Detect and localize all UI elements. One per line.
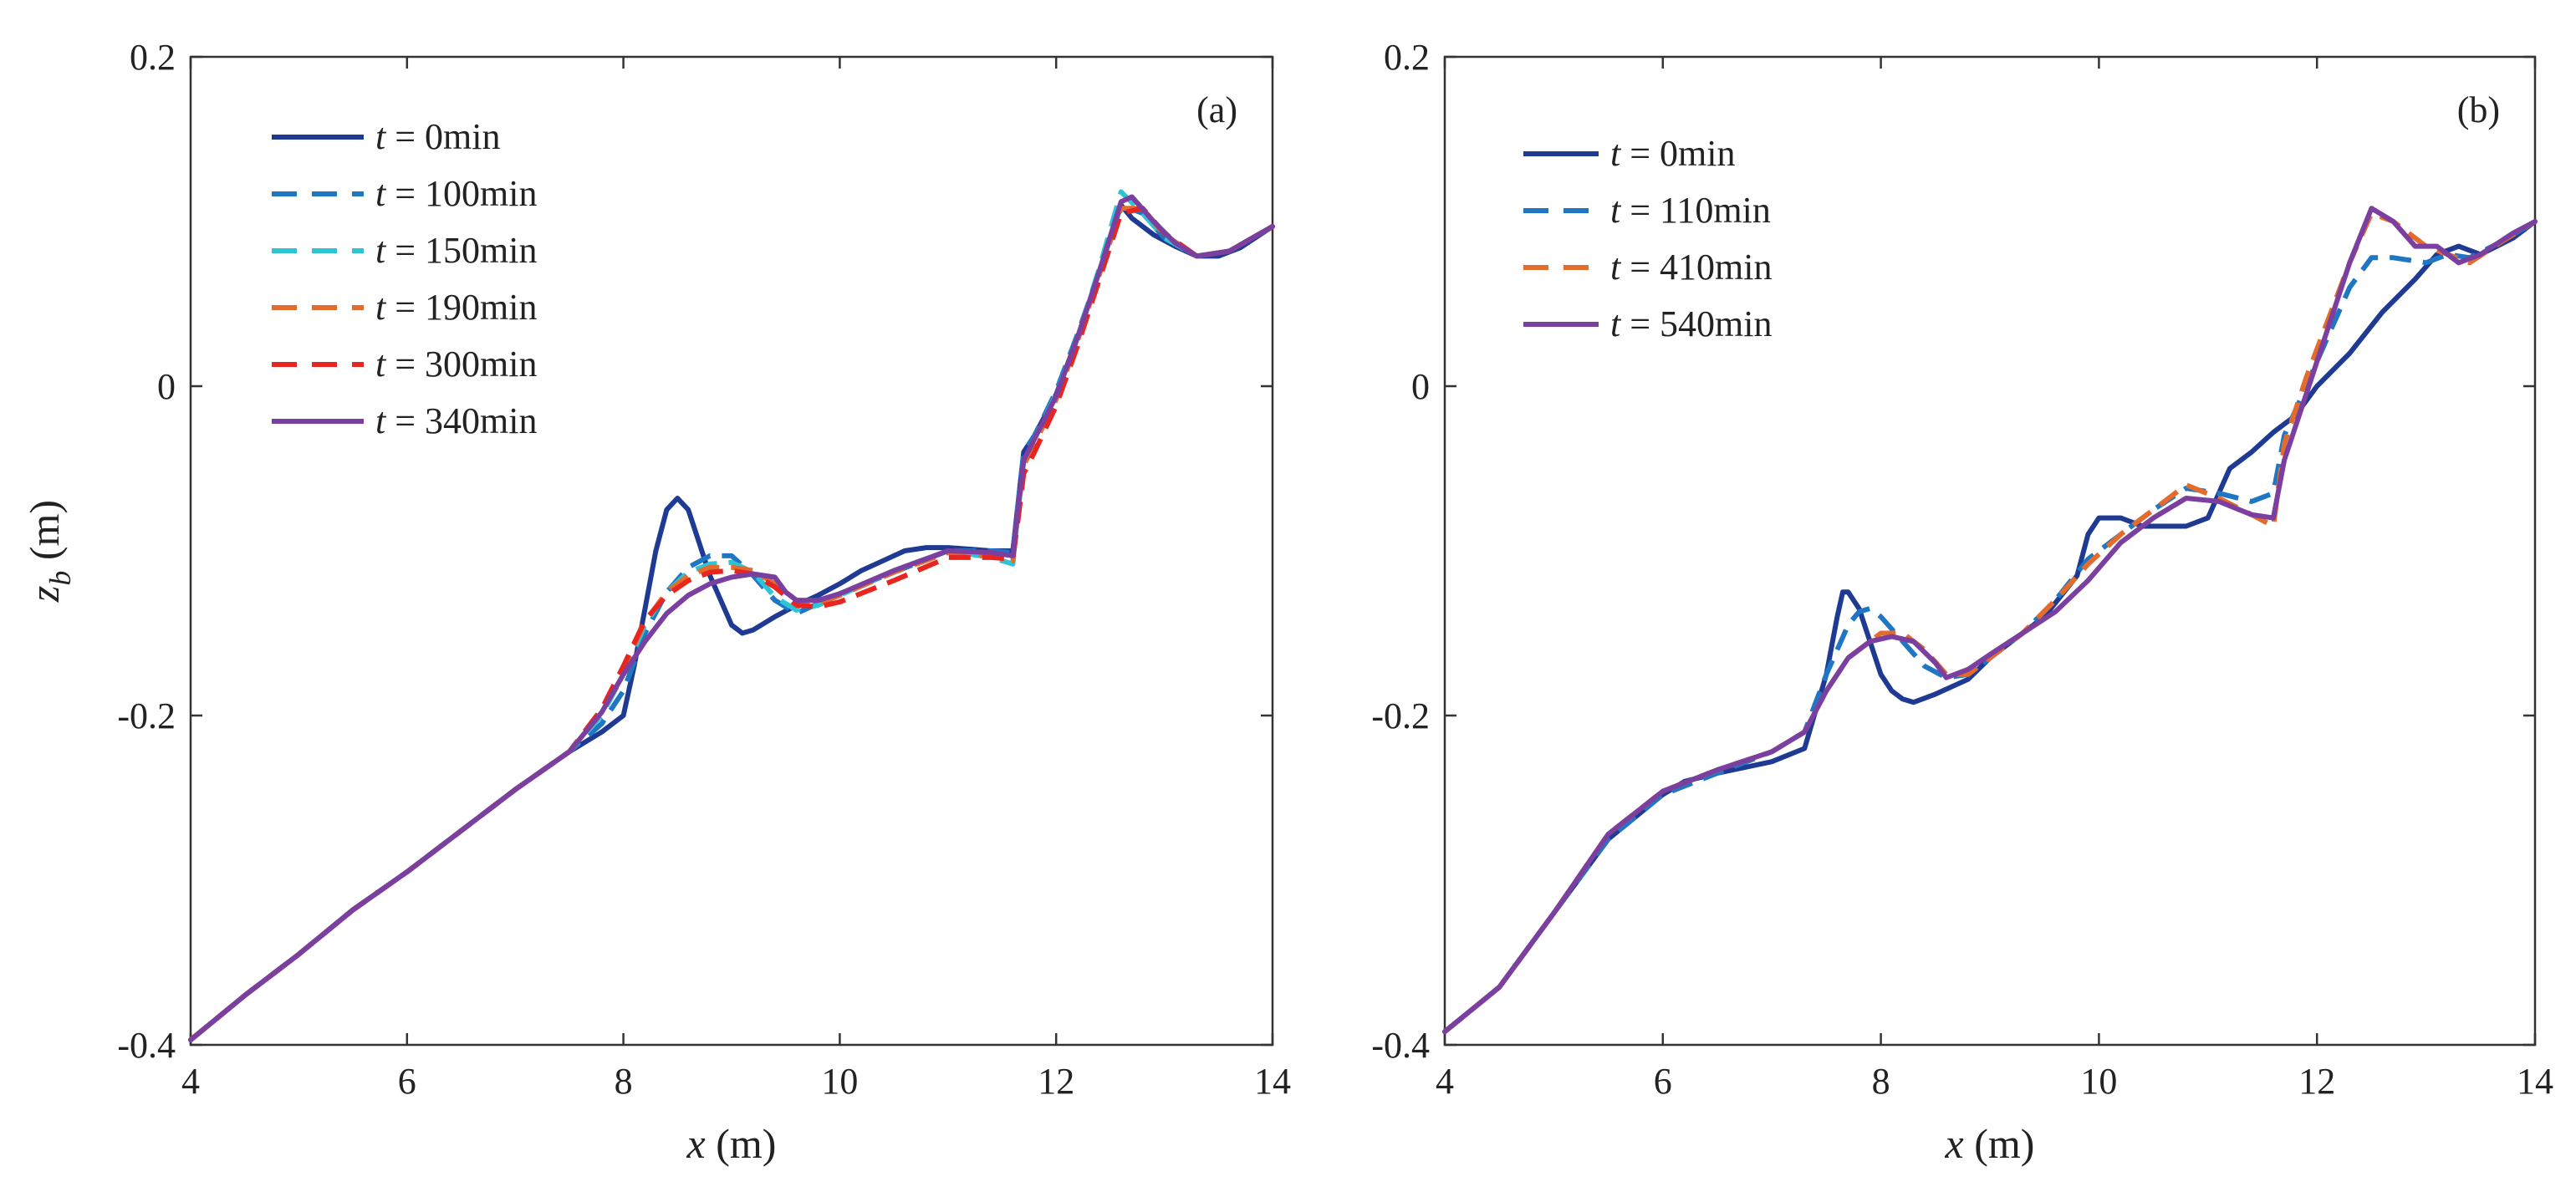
x-tick-label: 12 (1038, 1061, 1074, 1102)
series-line-0 (1442, 219, 2538, 1035)
legend-entry: t = 0min (375, 116, 501, 157)
y-tick-label: -0.4 (1371, 1025, 1430, 1066)
x-axis-label: x (m) (1945, 1120, 2035, 1167)
x-tick-label: 14 (2517, 1061, 2553, 1102)
legend-var: t (1610, 190, 1622, 231)
legend-var: t (375, 287, 387, 328)
x-tick-label: 12 (2298, 1061, 2335, 1102)
x-tick-label: 14 (1254, 1061, 1291, 1102)
x-axis-var: x (686, 1120, 706, 1167)
legend-var: t (375, 230, 387, 271)
legend-entry: t = 0min (1610, 133, 1736, 174)
legend-value: = 410min (1620, 247, 1772, 288)
legend-value: = 540min (1620, 303, 1772, 344)
y-axis-var: z (21, 586, 68, 603)
y-tick-label: 0.2 (130, 37, 176, 78)
y-axis-unit: (m) (21, 500, 68, 571)
y-tick-label: 0.2 (1384, 37, 1430, 78)
series-line-2 (1443, 211, 2537, 1034)
y-tick-label: -0.2 (117, 695, 176, 736)
legend-var: t (375, 116, 387, 157)
legend-value: = 100min (385, 173, 537, 214)
series-line-5 (188, 194, 1275, 1043)
x-axis-label: x (m) (686, 1120, 777, 1167)
legend-value: = 340min (385, 400, 537, 441)
x-tick-label: 4 (1436, 1061, 1454, 1102)
legend-entry: t = 300min (375, 344, 538, 385)
x-tick-label: 6 (1654, 1061, 1672, 1102)
legend-value: = 110min (1620, 190, 1771, 231)
x-axis-unit: (m) (1964, 1120, 2035, 1167)
legend-entry: t = 100min (375, 173, 538, 214)
plot-frame (1443, 55, 2537, 1047)
series-line-0 (188, 202, 1275, 1043)
x-axis-unit: (m) (706, 1120, 777, 1167)
legend-var: t (1610, 303, 1622, 344)
y-tick-label: -0.2 (1371, 695, 1430, 736)
legend-var: t (375, 173, 387, 214)
panel-a: 4 6 8 10 12 14-0.4-0.200.2x (m)zb (m)(a)t = 0… (21, 37, 1291, 1167)
series-line-1 (1443, 219, 2537, 1034)
legend-entry: t = 110min (1610, 190, 1771, 231)
legend-var: t (375, 400, 387, 441)
legend-var: t (1610, 133, 1622, 174)
y-tick-label: 0 (1411, 366, 1430, 407)
legend-value: = 0min (385, 116, 500, 157)
legend-entry: t = 150min (375, 230, 538, 271)
x-tick-label: 4 (181, 1061, 200, 1102)
y-axis-label: zb (m) (21, 500, 77, 603)
plot-frame (189, 55, 1274, 1047)
series-line-4 (189, 206, 1274, 1042)
x-tick-label: 10 (821, 1061, 858, 1102)
legend-value: = 150min (385, 230, 537, 271)
series-line-3 (1442, 206, 2538, 1035)
legend-value: = 190min (385, 287, 537, 328)
legend-entry: t = 190min (375, 287, 538, 328)
y-tick-label: -0.4 (117, 1025, 176, 1066)
x-tick-label: 8 (1872, 1061, 1890, 1102)
panel-label: (b) (2457, 89, 2500, 130)
panel-label: (a) (1196, 89, 1237, 130)
x-axis-var: x (1945, 1120, 1964, 1167)
legend-value: = 300min (385, 344, 537, 385)
legend-var: t (375, 344, 387, 385)
legend-value: = 0min (1620, 133, 1735, 174)
legend-var: t (1610, 247, 1622, 288)
y-tick-label: 0 (157, 366, 176, 407)
x-tick-label: 8 (615, 1061, 633, 1102)
x-tick-label: 6 (398, 1061, 416, 1102)
x-tick-label: 10 (2080, 1061, 2117, 1102)
legend-entry: t = 410min (1610, 247, 1773, 288)
legend-entry: t = 540min (1610, 303, 1773, 344)
y-axis-subscript: b (43, 571, 77, 586)
legend-entry: t = 340min (375, 400, 538, 441)
